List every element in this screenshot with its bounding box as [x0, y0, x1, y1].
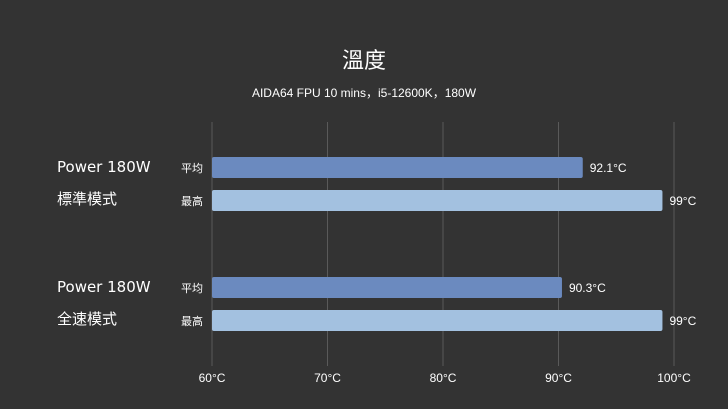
bar-1-1 — [212, 310, 663, 331]
bar-1-0 — [212, 277, 562, 298]
series-label-1-1: 最高 — [181, 314, 203, 328]
bars — [212, 157, 663, 331]
series-label-0-1: 最高 — [181, 194, 203, 208]
chart-title: 溫度 — [342, 49, 386, 74]
x-tick-label-0: 60°C — [199, 371, 226, 385]
x-axis-ticks: 60°C 70°C 80°C 90°C 100°C — [199, 371, 691, 385]
series-label-0-0: 平均 — [181, 162, 203, 175]
x-tick-label-3: 90°C — [545, 371, 572, 385]
group-label-line1-0: Power 180W — [57, 158, 151, 176]
chart-subtitle: AIDA64 FPU 10 mins，i5-12600K，180W — [252, 86, 477, 100]
value-label-0-1: 99°C — [669, 194, 696, 208]
bar-0-1 — [212, 190, 663, 211]
value-label-1-0: 90.3°C — [569, 281, 606, 295]
group-label-line1-1: Power 180W — [57, 278, 151, 296]
group-label-line2-1: 全速模式 — [57, 310, 117, 328]
x-tick-label-4: 100°C — [657, 371, 691, 385]
x-tick-label-1: 70°C — [314, 371, 341, 385]
bar-0-0 — [212, 157, 583, 178]
value-label-0-0: 92.1°C — [590, 161, 627, 175]
group-label-line2-0: 標準模式 — [57, 190, 117, 208]
series-label-1-0: 平均 — [181, 282, 203, 295]
value-label-1-1: 99°C — [669, 314, 696, 328]
x-tick-label-2: 80°C — [430, 371, 457, 385]
